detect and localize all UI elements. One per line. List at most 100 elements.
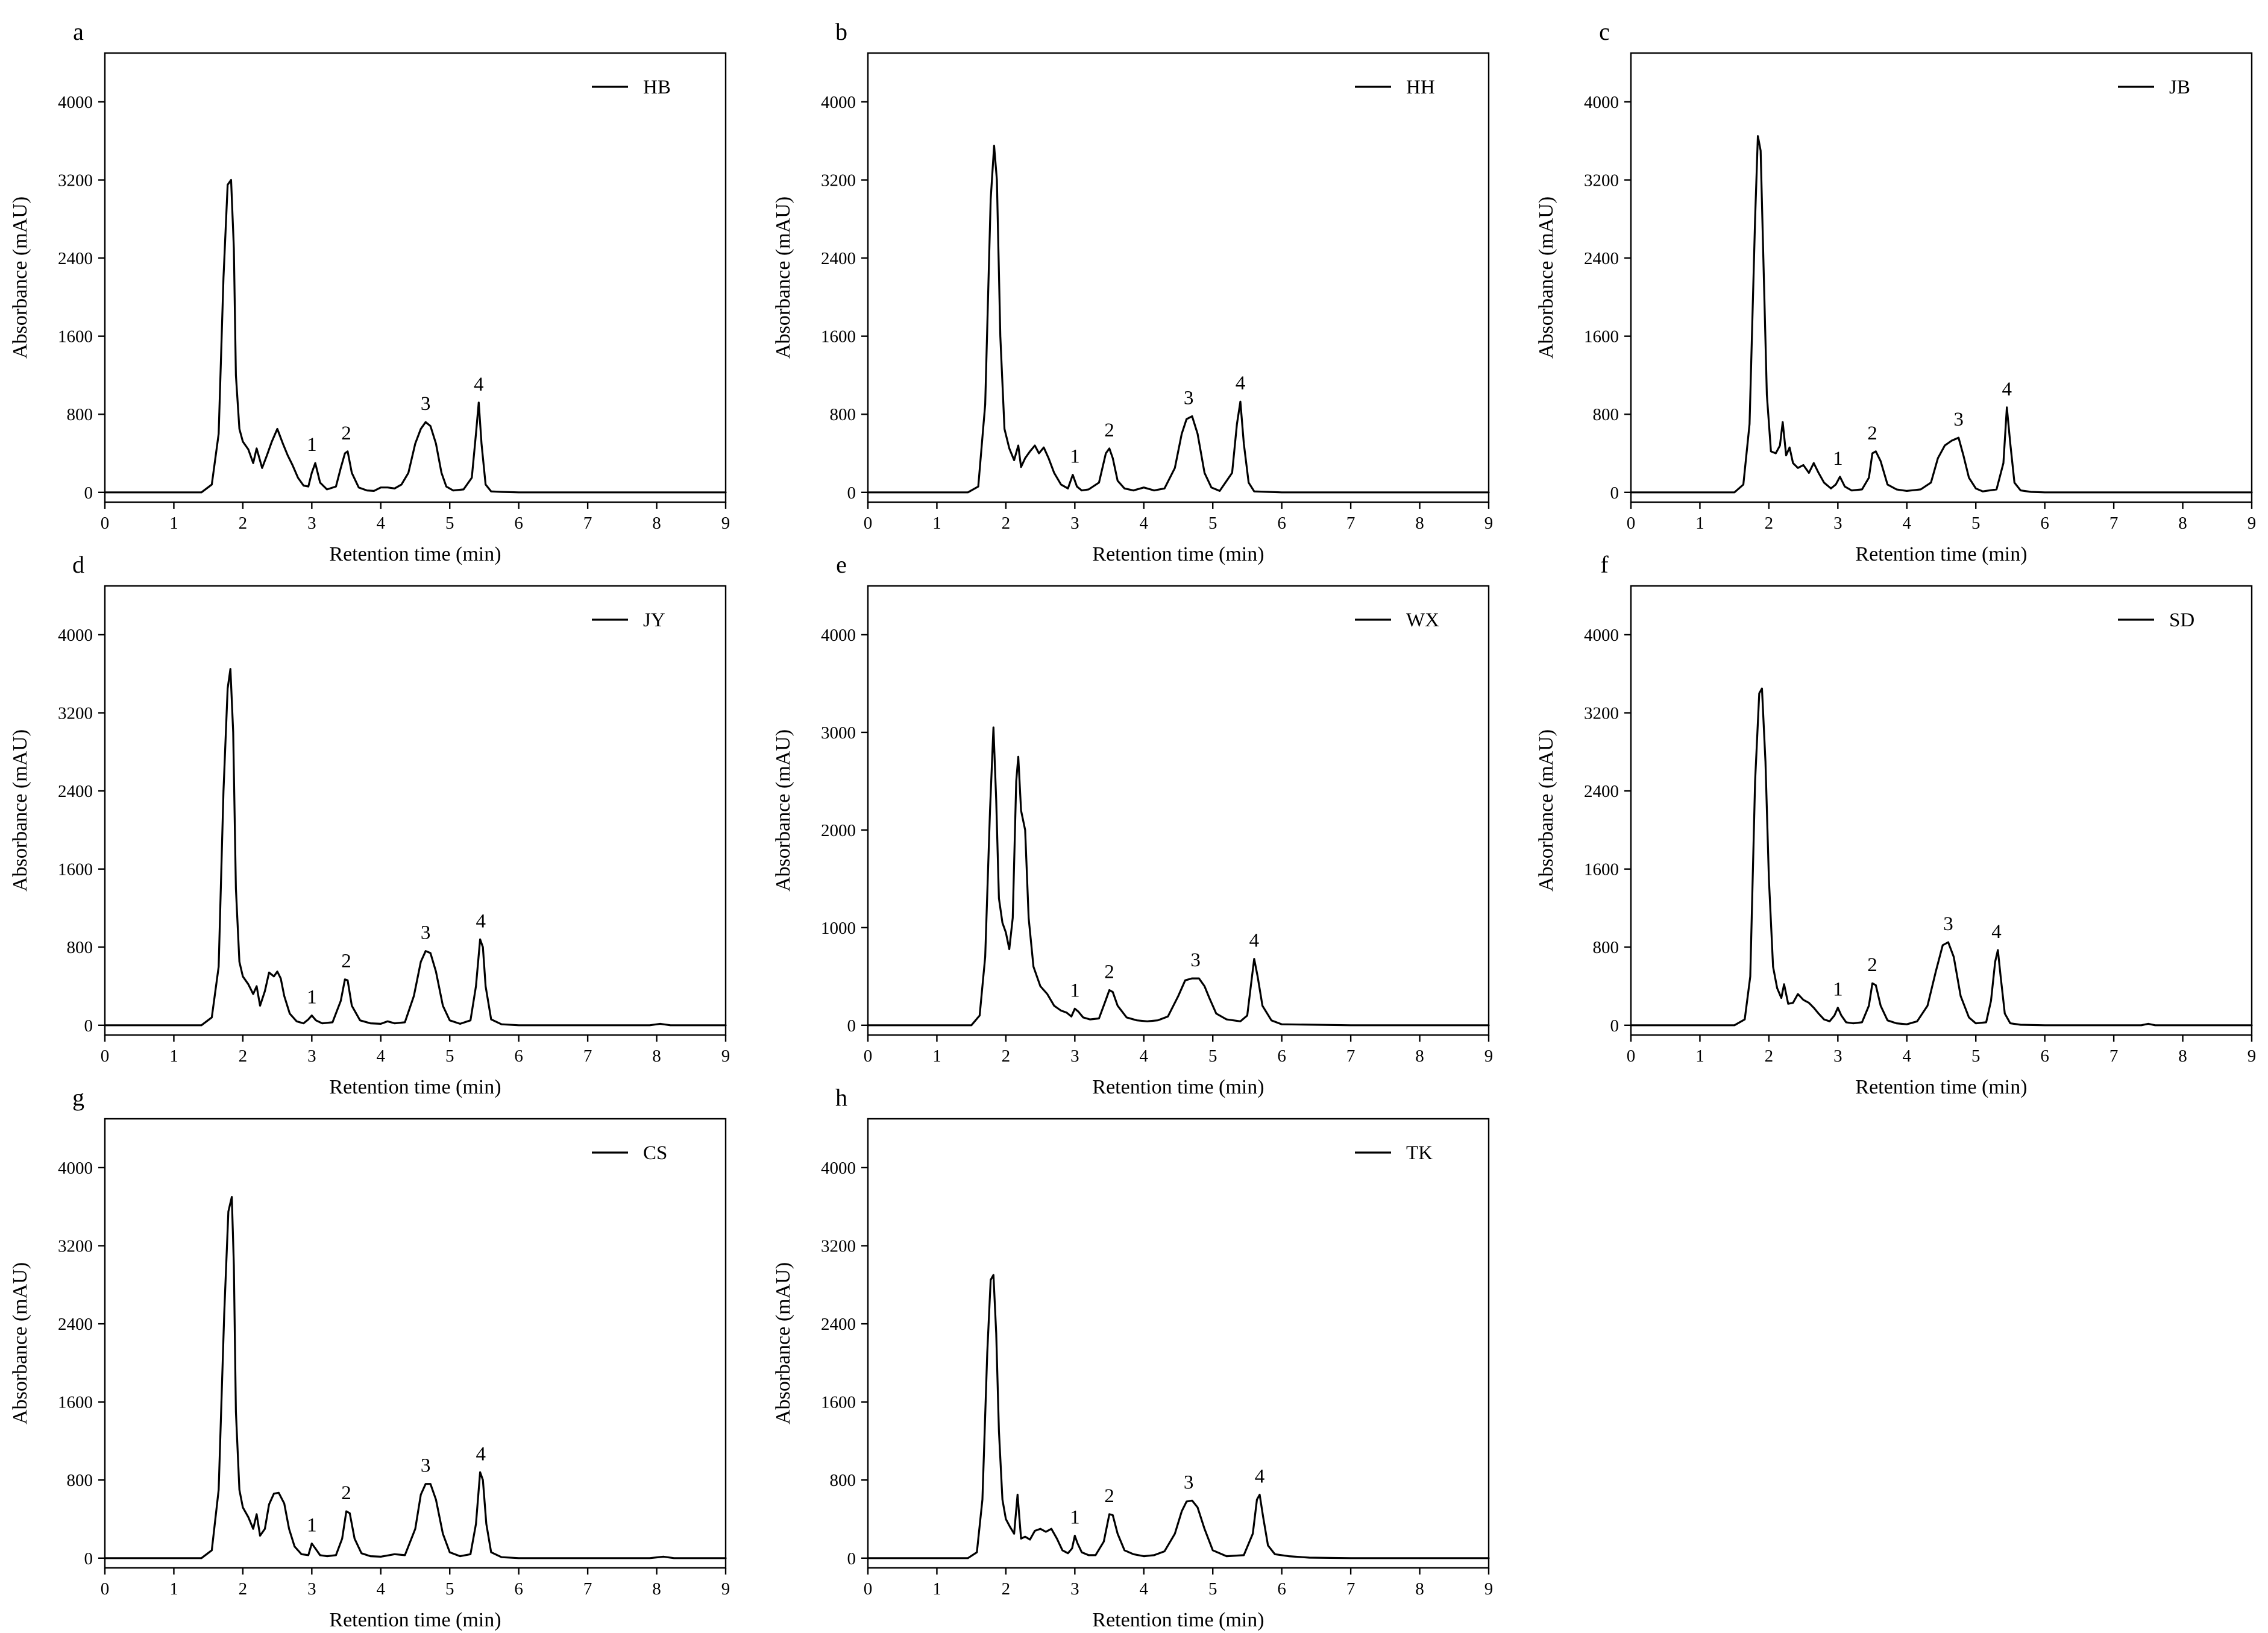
peak-label: 4 [1236, 373, 1246, 394]
y-axis-title: Absorbance (mAU) [9, 1262, 31, 1424]
y-tick-label: 2000 [821, 821, 856, 840]
peak-label: 2 [341, 423, 351, 444]
y-axis-title: Absorbance (mAU) [772, 1262, 794, 1424]
y-tick-label: 0 [847, 483, 856, 503]
x-tick-label: 3 [1833, 1046, 1842, 1066]
y-tick-label: 3200 [821, 1237, 856, 1256]
peak-label: 3 [1184, 387, 1194, 409]
y-tick-label: 2400 [58, 1315, 93, 1334]
x-tick-label: 8 [1415, 1046, 1424, 1066]
legend-label: HB [643, 77, 671, 98]
peak-label: 3 [421, 1455, 431, 1477]
peak-label: 1 [1070, 1507, 1080, 1529]
y-tick-label: 0 [84, 1549, 93, 1568]
panel-letter: d [72, 551, 84, 578]
peak-label: 2 [1104, 961, 1114, 983]
y-tick-label: 800 [67, 405, 93, 424]
panel-letter: c [1599, 18, 1610, 45]
y-tick-label: 4000 [821, 626, 856, 645]
x-tick-label: 0 [864, 1046, 873, 1066]
x-tick-label: 4 [1140, 1579, 1149, 1599]
y-tick-label: 1000 [821, 919, 856, 938]
y-tick-label: 800 [1593, 405, 1619, 424]
x-tick-label: 2 [239, 1579, 248, 1599]
plot-frame [867, 1118, 1490, 1569]
plot-frame [867, 52, 1490, 503]
x-tick-label: 4 [377, 1579, 386, 1599]
x-tick-label: 7 [2109, 1046, 2119, 1066]
y-tick-label: 4000 [821, 93, 856, 112]
y-tick-label: 1600 [58, 327, 93, 347]
y-axis-title: Absorbance (mAU) [1535, 197, 1557, 359]
y-tick-label: 800 [67, 1471, 93, 1490]
x-tick-label: 3 [1070, 1046, 1079, 1066]
x-tick-label: 3 [307, 514, 316, 533]
panel-letter: e [836, 551, 847, 578]
x-tick-label: 0 [864, 1579, 873, 1599]
x-tick-label: 4 [1903, 1046, 1912, 1066]
y-tick-label: 3200 [1584, 171, 1619, 190]
x-tick-label: 0 [101, 1579, 110, 1599]
peak-label: 4 [1249, 930, 1260, 952]
y-tick-label: 2400 [821, 1315, 856, 1334]
y-tick-label: 0 [1610, 1016, 1619, 1036]
x-tick-label: 7 [583, 1579, 592, 1599]
y-axis-title: Absorbance (mAU) [772, 729, 794, 892]
y-tick-label: 4000 [1584, 93, 1619, 112]
x-tick-label: 9 [2248, 1046, 2257, 1066]
peak-label: 2 [341, 951, 351, 972]
x-tick-label: 5 [445, 1579, 454, 1599]
y-tick-label: 2400 [58, 782, 93, 801]
x-axis-title: Retention time (min) [1855, 1076, 2027, 1098]
chart-panel-b: b 0 1 2 3 4 5 6 7 8 9 0 800 1600 2400 3200 4000 Retention… [772, 18, 1493, 565]
x-tick-label: 1 [169, 1046, 178, 1066]
x-tick-label: 3 [307, 1579, 316, 1599]
x-axis-title: Retention time (min) [329, 1609, 501, 1631]
peak-label: 2 [341, 1482, 351, 1504]
peak-label: 2 [1104, 420, 1114, 441]
peak-label: 2 [1867, 423, 1877, 444]
x-axis-title: Retention time (min) [329, 543, 501, 565]
x-tick-label: 6 [514, 1579, 523, 1599]
y-tick-label: 800 [830, 405, 856, 424]
x-tick-label: 9 [1484, 1579, 1494, 1599]
legend-label: JY [643, 609, 665, 631]
legend-label: JB [2169, 77, 2190, 98]
peak-label: 3 [1943, 913, 1953, 935]
x-tick-label: 4 [377, 1046, 386, 1066]
plot-frame [104, 52, 727, 503]
y-tick-label: 1600 [1584, 860, 1619, 879]
legend-label: SD [2169, 609, 2194, 631]
peak-label: 4 [1991, 921, 2002, 943]
chart-panel-g: g 0 1 2 3 4 5 6 7 8 9 0 800 1600 2400 3200 4000 Retention… [9, 1084, 730, 1631]
y-tick-label: 2400 [821, 249, 856, 268]
peak-label: 3 [1184, 1471, 1194, 1493]
chromatogram-trace [867, 145, 1490, 494]
plot-frame [104, 1118, 727, 1569]
legend-label: WX [1406, 609, 1439, 631]
chromatogram-trace [867, 726, 1490, 1027]
chart-panel-e: e 0 1 2 3 4 5 6 7 8 9 0 1000 2000 3000 4000 Retention ti… [772, 551, 1493, 1098]
y-tick-label: 1600 [821, 1393, 856, 1412]
y-axis-title: Absorbance (mAU) [9, 729, 31, 892]
y-tick-label: 3200 [58, 171, 93, 190]
peak-label: 4 [474, 374, 484, 395]
x-tick-label: 9 [721, 1579, 730, 1599]
x-tick-label: 5 [445, 1046, 454, 1066]
chromatogram-trace [104, 668, 727, 1027]
y-tick-label: 4000 [1584, 626, 1619, 645]
x-axis-title: Retention time (min) [1855, 543, 2027, 565]
y-tick-label: 0 [84, 1016, 93, 1036]
x-tick-label: 7 [583, 514, 592, 533]
panel-letter: h [835, 1084, 847, 1111]
x-tick-label: 0 [101, 1046, 110, 1066]
x-tick-label: 1 [932, 1579, 941, 1599]
x-tick-label: 1 [1695, 1046, 1704, 1066]
x-tick-label: 2 [1002, 514, 1011, 533]
x-tick-label: 9 [1484, 514, 1494, 533]
y-axis-title: Absorbance (mAU) [772, 197, 794, 359]
x-tick-label: 2 [1765, 1046, 1774, 1066]
peak-label: 1 [307, 1515, 317, 1537]
x-tick-label: 1 [932, 1046, 941, 1066]
x-tick-label: 6 [1277, 1579, 1286, 1599]
